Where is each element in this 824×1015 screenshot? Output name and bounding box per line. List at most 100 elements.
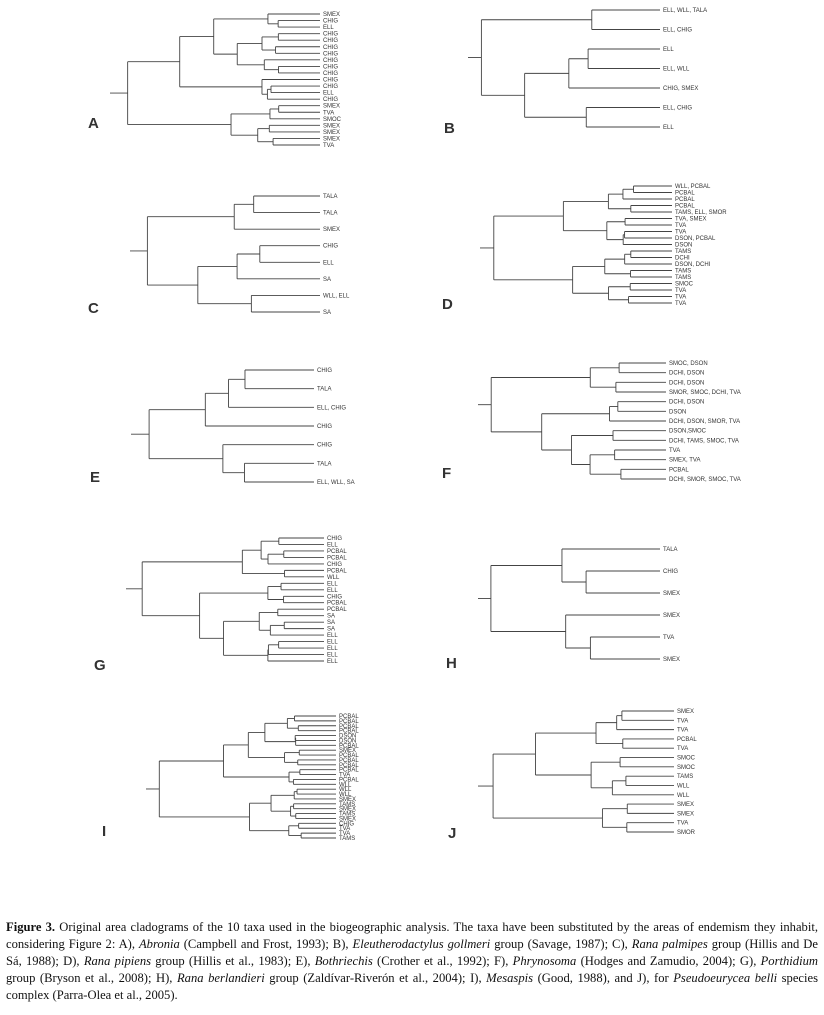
panel-i: PCBALPCBALPCBALPCBALDSONDSONPCBALSMEXPCB… [102,714,359,842]
leaf-label: TALA [323,194,338,200]
panel-j: SMEX TVA TVA PCBAL TVA SMOC SMOC TAMS WLL WLL SMEX… [448,709,697,842]
caption-taxon-name: Phrynosoma [512,954,577,968]
leaf-label: TVA [675,223,686,229]
panel-h: TALA CHIG SMEX SMEX TVA SMEX H [446,547,680,672]
leaf-label: ELL [323,25,334,31]
caption-taxon-name: Mesaspis [486,971,534,985]
leaf-label: CHIG [323,32,338,38]
leaf-label: CHIG [327,594,342,600]
leaf-label: WLL [677,793,690,799]
leaf-label: ELL, CHIG [317,405,346,411]
leaf-label: CHIG [317,424,332,430]
leaf-label: TVA [675,288,686,294]
leaf-label: TVA [323,110,334,116]
panel-b: ELL, WLL, TALA ELL, CHIG ELL ELL, WLL CHIG, … [444,8,707,137]
leaf-label: SMEX [677,802,694,808]
leaf-label: DSON [669,409,686,415]
leaf-label: TAMS, ELL, SMOR [675,210,727,216]
leaf-label: SA [323,277,331,283]
leaf-label: CHIG, SMEX [663,86,698,92]
caption-taxon-name: Eleutherodactylus gollmeri [352,937,491,951]
panel-g: CHIGELLPCBALPCBALCHIGPCBALWLLELLELLCHIGP… [94,536,347,674]
leaf-label: WLL [339,782,352,788]
leaf-label: WLL [339,787,352,793]
caption-label: Figure 3. [6,920,56,934]
leaf-label: TVA [323,143,334,149]
leaf-label: SMEX [677,811,694,817]
leaf-label: PCBAL [339,763,359,769]
leaf-label: ELL [327,581,338,587]
leaf-label: ELL, WLL [663,67,690,73]
panel-label: D [442,296,453,313]
leaf-label: CHIG [317,443,332,449]
leaf-label: DCHI, TAMS, SMOC, TVA [669,438,739,444]
leaf-label: SMEX [323,136,340,142]
leaf-label: PCBAL [675,204,695,210]
leaf-label: PCBAL [669,467,689,473]
panel-label: C [88,300,99,317]
leaf-label: SA [327,627,335,633]
leaf-label: PCBAL [339,743,359,749]
leaf-label: SMEX [339,816,356,822]
leaf-label: CHIG [323,84,338,90]
leaf-label: SMOR, SMOC, DCHI, TVA [669,390,741,396]
leaf-label: CHIG [323,64,338,70]
panel-c: TALA TALA SMEX CHIG ELL SA WLL, ELL SA C [88,194,350,317]
leaf-label: CHIG [323,51,338,57]
figure-caption: Figure 3. Original area cladograms of th… [6,919,818,1004]
leaf-label: SMEX [663,613,680,619]
leaf-label: TALA [317,387,332,393]
panel-label: I [102,823,106,840]
leaf-label: SMEX [323,123,340,129]
caption-segment: group (Savage, 1987); C), [490,937,632,951]
panel-e: CHIG TALA ELL, CHIG CHIG CHIG TALA ELL, WLL, S… [90,368,355,486]
leaf-label: PCBAL [327,549,347,555]
leaf-label: CHIG [323,71,338,77]
leaf-label: ELL [327,542,338,548]
panel-f: SMOC, DSON DCHI, DSON DCHI, DSON SMOR, SMOC… [442,361,741,483]
leaf-label: WLL [677,783,690,789]
leaf-label: SMOC [677,756,696,762]
leaf-label: TAMS [675,275,691,281]
panel-label: B [444,120,455,137]
leaf-label: DSON, PCBAL [675,236,716,242]
leaf-label: PCBAL [327,555,347,561]
caption-taxon-name: Rana berlandieri [176,971,265,985]
leaf-label: DCHI, DSON [669,380,704,386]
leaf-label: PCBAL [327,607,347,613]
caption-segment: Original area cladograms of the 10 taxa … [6,920,818,951]
leaf-label: PCBAL [339,724,359,730]
caption-segment: (Crother et al., 1992); F), [372,954,513,968]
leaf-label: DSON,SMOC [669,429,707,435]
leaf-label: PCBAL [675,191,695,197]
leaf-label: TAMS [675,269,691,275]
leaf-label: SMEX [339,807,356,813]
leaf-label: TAMS [677,774,693,780]
leaf-label: ELL, WLL, SA [317,480,355,486]
leaf-label: TAMS [339,812,355,818]
leaf-label: CHIG [663,569,678,575]
caption-segment: (Good, 1988), and J), for [533,971,674,985]
leaf-label: DSON [339,734,356,740]
leaf-label: PCBAL [327,568,347,574]
leaf-label: TVA [675,301,686,307]
leaf-label: PCBAL [339,729,359,735]
leaf-label: SA [323,310,331,316]
leaf-label: PCBAL [339,768,359,774]
panel-label: G [94,657,106,674]
leaf-label: PCBAL [327,601,347,607]
leaf-label: ELL [327,588,338,594]
caption-segment: group (Zaldívar-Riverón et al., 2004); I… [264,971,487,985]
leaf-label: TAMS [339,836,355,842]
leaf-label: PCBAL [339,714,359,720]
caption-segment: (Campbell and Frost, 1993); B), [179,937,353,951]
leaf-label: CHIG [323,58,338,64]
caption-segment: group (Bryson et al., 2008); H), [6,971,177,985]
leaf-label: SMOC [675,282,694,288]
leaf-label: TVA [339,826,350,832]
leaf-label: TALA [317,461,332,467]
leaf-label: ELL [323,260,334,266]
leaf-label: ELL, CHIG [663,106,692,112]
leaf-label: TVA [669,448,680,454]
